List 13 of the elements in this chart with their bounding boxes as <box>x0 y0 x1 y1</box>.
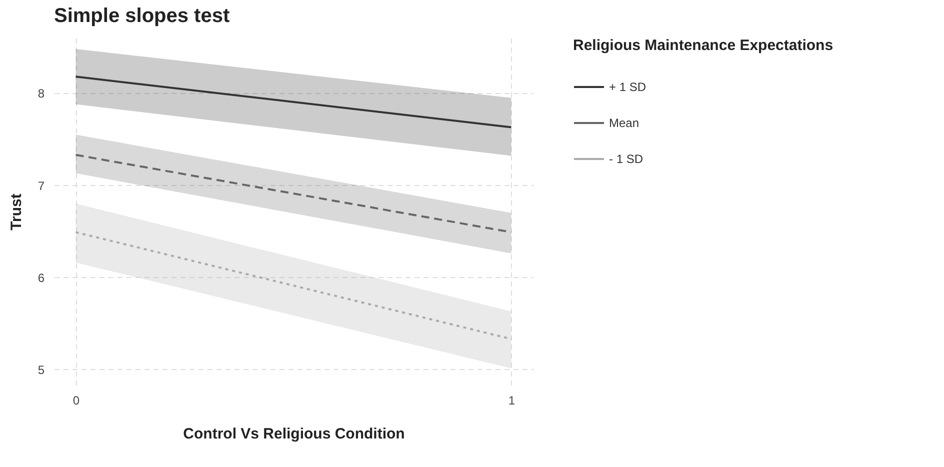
y-tick-label: 7 <box>38 178 45 193</box>
y-axis-title: Trust <box>8 194 25 230</box>
chart-title: Simple slopes test <box>54 5 230 27</box>
legend-title: Religious Maintenance Expectations <box>573 37 834 54</box>
x-tick-label: 0 <box>72 394 80 408</box>
x-axis-title: Control Vs Religious Condition <box>183 426 405 442</box>
legend-label: Mean <box>609 116 640 130</box>
y-tick-label: 5 <box>38 362 45 377</box>
y-tick-label: 8 <box>38 86 45 101</box>
legend-label: - 1 SD <box>609 152 644 166</box>
x-tick-label: 1 <box>508 394 516 408</box>
legend-label: + 1 SD <box>609 80 646 94</box>
y-tick-label: 6 <box>38 270 45 285</box>
